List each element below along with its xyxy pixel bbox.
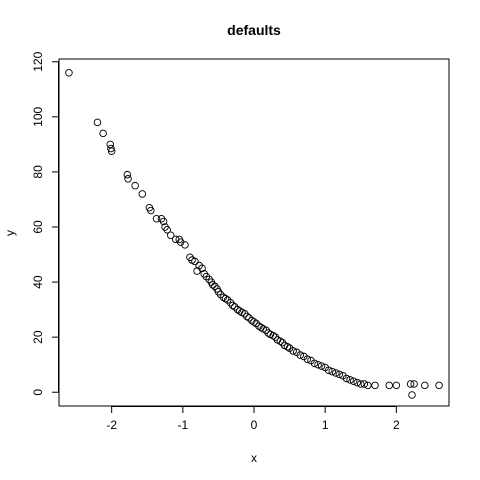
data-point [360, 380, 369, 388]
data-point [159, 217, 168, 226]
x-axis: -2 -1 0 1 2 [106, 406, 400, 432]
y-tick-label: 100 [31, 107, 45, 127]
data-point [107, 144, 115, 153]
data-point [147, 206, 155, 215]
data-point [303, 355, 312, 363]
data-point [328, 367, 337, 376]
data-point [406, 380, 415, 388]
x-tick-label: -2 [106, 418, 117, 432]
y-tick-label: 20 [31, 330, 45, 344]
data-point [342, 374, 351, 383]
data-point [314, 360, 322, 369]
data-point [99, 129, 107, 138]
data-point [408, 391, 416, 399]
data-point [310, 359, 319, 368]
data-point [332, 369, 340, 377]
data-points [65, 69, 443, 399]
data-point [93, 118, 102, 127]
data-point [357, 380, 365, 388]
data-point [228, 301, 237, 310]
data-point [208, 281, 217, 289]
data-point [371, 381, 379, 390]
x-tick-label: 0 [251, 418, 258, 432]
data-point [123, 170, 132, 179]
data-point [106, 140, 114, 149]
data-point [349, 377, 358, 385]
y-tick-label: 120 [31, 51, 45, 71]
data-point [346, 376, 354, 384]
y-tick-label: 60 [31, 220, 45, 234]
data-point [392, 381, 401, 390]
data-point [163, 225, 171, 234]
data-point [65, 69, 73, 77]
data-point [421, 381, 429, 390]
data-point [107, 147, 116, 156]
data-point [138, 190, 147, 198]
data-point [131, 181, 139, 190]
y-tick-label: 80 [31, 165, 45, 179]
data-point [289, 347, 297, 355]
data-point [152, 214, 161, 223]
data-point [191, 257, 199, 266]
data-point [317, 362, 326, 370]
chart-title: defaults [227, 22, 281, 38]
data-point [364, 381, 372, 390]
x-axis-title: x [251, 451, 257, 465]
y-tick-label: 40 [31, 275, 45, 289]
data-point [324, 366, 333, 374]
data-point [410, 380, 418, 388]
data-point [353, 378, 361, 387]
x-tick-label: 1 [322, 418, 329, 432]
y-tick-label: 0 [31, 389, 45, 396]
x-tick-label: -1 [177, 418, 188, 432]
data-point [181, 241, 189, 249]
data-point [124, 175, 132, 183]
data-point [269, 332, 277, 340]
data-point [296, 351, 305, 359]
data-point [276, 337, 285, 346]
data-point [435, 381, 443, 390]
x-tick-label: 2 [393, 418, 400, 432]
data-point [166, 231, 175, 240]
y-axis-title: y [3, 230, 17, 236]
data-point [335, 370, 344, 379]
data-point [221, 294, 230, 303]
data-point [250, 318, 258, 326]
data-point [283, 343, 292, 351]
data-point [243, 312, 251, 321]
y-axis: 0 20 40 60 80 100 120 [31, 51, 59, 396]
data-point [385, 381, 393, 390]
